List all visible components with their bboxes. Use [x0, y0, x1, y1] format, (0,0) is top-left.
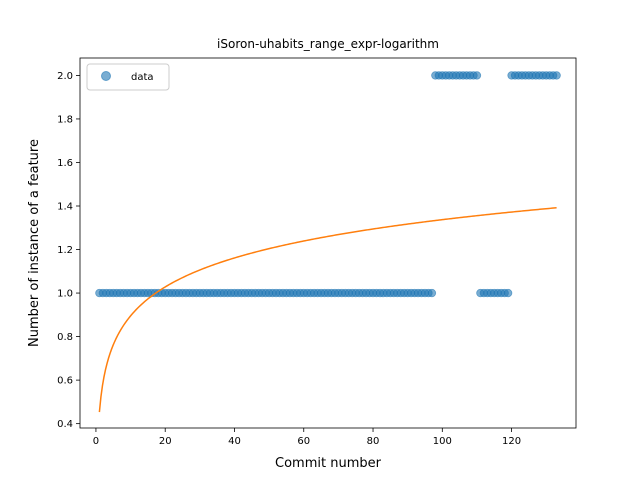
x-axis-ticks: 0 20 40 60 80 100 120	[93, 428, 521, 447]
y-tick-label: 1.8	[57, 114, 73, 125]
data-point	[503, 288, 513, 298]
y-tick-label: 1.2	[57, 245, 73, 256]
data-point	[472, 71, 482, 80]
x-tick-label: 20	[159, 436, 172, 447]
data-point	[552, 71, 561, 80]
y-tick-label: 0.6	[57, 376, 73, 387]
y-axis-ticks: 0.4 0.6 0.8 1.0 1.2 1.4 1.6 1.8 2.0	[57, 71, 80, 430]
fit-layer	[98, 207, 557, 413]
y-axis-label: Number of instance of a feature	[27, 139, 42, 347]
chart-title: iSoron-uhabits_range_expr-logarithm	[217, 37, 439, 51]
x-tick-label: 0	[93, 436, 99, 447]
fit-line	[98, 207, 557, 413]
y-tick-label: 0.4	[57, 419, 73, 430]
legend-label-data: data	[131, 72, 154, 83]
legend: data	[86, 63, 170, 91]
legend-box	[86, 63, 170, 91]
x-tick-label: 40	[228, 436, 241, 447]
x-tick-label: 100	[433, 436, 452, 447]
y-tick-label: 0.8	[57, 332, 73, 343]
y-tick-label: 2.0	[57, 71, 73, 82]
y-tick-label: 1.4	[57, 202, 73, 213]
data-point	[427, 288, 437, 298]
marks	[95, 71, 561, 298]
x-tick-label: 120	[502, 436, 521, 447]
x-tick-label: 60	[297, 436, 310, 447]
axes-background	[80, 58, 576, 428]
x-tick-label: 80	[367, 436, 380, 447]
y-tick-label: 1.0	[57, 289, 73, 300]
plot-area	[79, 57, 577, 429]
x-axis-label: Commit number	[275, 456, 382, 471]
legend-marker-data	[101, 71, 111, 81]
y-tick-label: 1.6	[57, 158, 73, 169]
axes-frame	[79, 57, 577, 429]
